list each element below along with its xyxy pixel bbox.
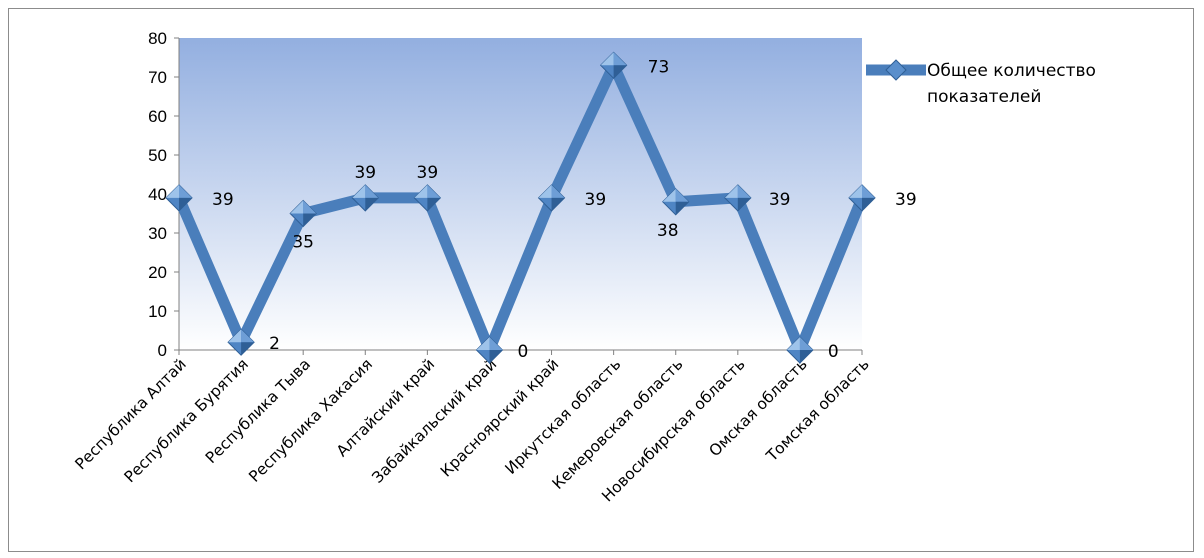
- data-point-marker: [848, 184, 876, 212]
- y-tick-label: 60: [148, 107, 167, 126]
- data-point-marker: [724, 184, 752, 212]
- data-label: 38: [657, 221, 679, 241]
- data-label: 35: [292, 233, 314, 253]
- data-label: 39: [769, 190, 791, 210]
- data-label: 39: [417, 163, 439, 183]
- y-tick-label: 30: [148, 224, 167, 243]
- y-tick-label: 40: [148, 185, 167, 204]
- data-label: 73: [648, 57, 670, 77]
- data-point-marker: [662, 188, 690, 216]
- x-category-label: Томская область: [762, 355, 873, 466]
- legend: Общее количество показателей: [866, 59, 1096, 107]
- x-category-label: Забайкальский край: [369, 355, 501, 487]
- y-tick-label: 0: [158, 341, 167, 360]
- legend-marker-icon: [885, 59, 907, 81]
- x-category-label: Республика Тыва: [202, 355, 314, 467]
- data-point-marker: [537, 184, 566, 212]
- data-point-marker: [599, 51, 628, 80]
- legend-label-line-1: Общее количество: [927, 61, 1096, 81]
- data-label: 39: [212, 190, 234, 210]
- y-tick-label: 20: [148, 263, 167, 282]
- y-tick-label: 50: [148, 146, 167, 165]
- series-line: [173, 52, 868, 365]
- legend-label-line-2: показателей: [927, 87, 1041, 107]
- x-category-label: Красноярский край: [437, 355, 562, 480]
- y-tick-label: 80: [148, 29, 167, 48]
- data-label: 2: [269, 334, 280, 354]
- x-category-label: Иркутская область: [502, 355, 625, 478]
- x-category-label: Республика Алтай: [72, 355, 190, 473]
- data-point-marker: [227, 328, 255, 356]
- data-label: 39: [354, 163, 376, 183]
- data-label: 0: [517, 342, 528, 362]
- data-point-marker: [289, 199, 317, 228]
- chart-frame: 0 10 20 30 40 50 60 70 80 Республика Алтай Респуб…: [8, 8, 1194, 552]
- data-point-marker: [413, 184, 442, 212]
- data-label: 0: [828, 342, 839, 362]
- data-label: 39: [895, 190, 917, 210]
- plot-area: [179, 38, 862, 350]
- y-tick-label: 10: [148, 302, 167, 321]
- y-tick-label: 70: [148, 68, 167, 87]
- data-point-marker: [786, 336, 814, 364]
- data-label: 39: [585, 190, 607, 210]
- x-category-label: Республика Хакасия: [245, 355, 376, 486]
- data-point-marker: [475, 336, 504, 364]
- data-point-marker: [165, 184, 193, 212]
- x-category-label: Республика Бурятия: [121, 355, 252, 486]
- data-point-marker: [351, 184, 379, 212]
